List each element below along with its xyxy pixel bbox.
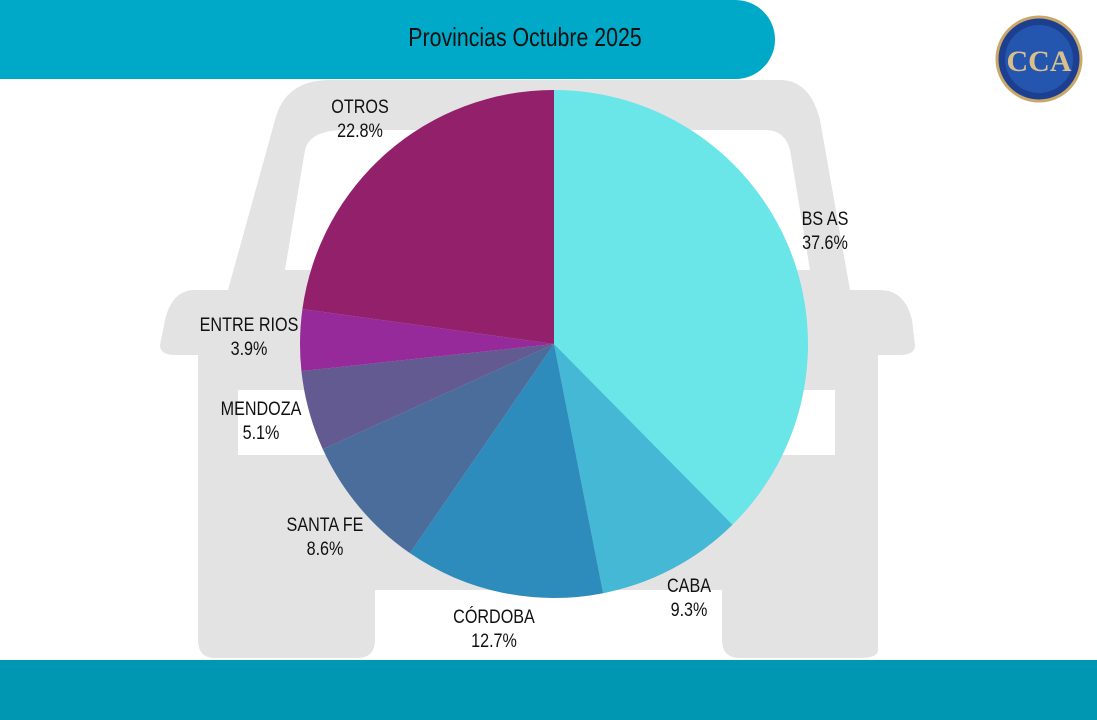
chart-title: Provincias Octubre 2025 <box>408 22 642 52</box>
slice-percent: 3.9% <box>230 339 268 360</box>
pie-slice-mendoza <box>301 344 554 450</box>
pie-slice-santa-fe <box>322 344 554 554</box>
slice-category: SANTA FE <box>286 515 364 536</box>
slice-category: CABA <box>667 576 711 597</box>
pie-slice-córdoba <box>409 344 604 599</box>
slice-percent: 9.3% <box>670 600 708 621</box>
cca-logo: CCA <box>995 15 1083 103</box>
slice-category: MENDOZA <box>220 399 302 420</box>
slice-label: OTROS 22.8% <box>301 96 420 144</box>
pie-slice-bs-as <box>554 90 808 525</box>
slice-label: BS AS 37.6% <box>766 208 885 256</box>
pie-slice-caba <box>554 344 733 594</box>
slice-category: CÓRDOBA <box>453 607 535 628</box>
title-banner <box>0 0 775 79</box>
slice-label: ENTRE RIOS 3.9% <box>190 314 309 362</box>
slice-category: BS AS <box>801 209 849 230</box>
slice-percent: 37.6% <box>802 233 848 254</box>
slice-percent: 22.8% <box>337 121 383 142</box>
slice-label: SANTA FE 8.6% <box>266 514 385 562</box>
pie-slice-otros <box>302 90 554 344</box>
svg-text:CCA: CCA <box>1007 45 1072 78</box>
slice-label: MENDOZA 5.1% <box>202 398 321 446</box>
slice-category: ENTRE RIOS <box>199 315 299 336</box>
pie-slice-entre-rios <box>300 309 554 372</box>
slice-label: CABA 9.3% <box>630 575 749 623</box>
slice-percent: 5.1% <box>242 423 280 444</box>
slice-percent: 8.6% <box>306 539 344 560</box>
footer-bar <box>0 660 1097 720</box>
slice-percent: 12.7% <box>471 631 517 652</box>
slice-label: CÓRDOBA 12.7% <box>435 606 554 654</box>
slice-category: OTROS <box>331 97 389 118</box>
